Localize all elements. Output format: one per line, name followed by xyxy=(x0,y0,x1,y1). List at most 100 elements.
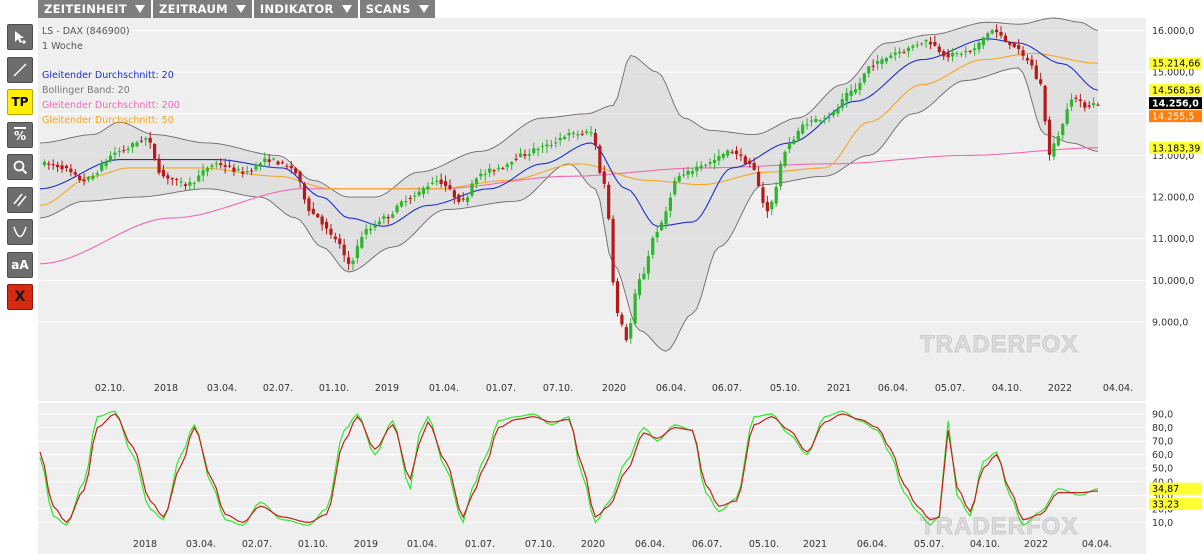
legend-instrument: LS - DAX (846900) xyxy=(42,26,130,37)
value-tag-bg xyxy=(1149,110,1202,123)
stochastic-lines xyxy=(39,410,1099,527)
candle-body xyxy=(505,164,509,167)
oscillator-y-axis: 10,020,030,040,050,060,070,080,090,0 xyxy=(1152,410,1173,529)
candle-body xyxy=(1012,42,1016,48)
candle-body xyxy=(629,323,633,339)
candle-body xyxy=(351,260,355,265)
candle-body xyxy=(682,174,686,176)
value-tag-bg xyxy=(1149,141,1202,154)
x-tick-label: 05.10. xyxy=(749,539,779,550)
candle-body xyxy=(562,136,567,139)
candle-body xyxy=(474,178,479,184)
candle-body xyxy=(276,161,280,165)
top-menu-bar: ZEITEINHEIT ZEITRAUM INDIKATOR SCANS xyxy=(38,0,1204,18)
zoom-tool-button[interactable] xyxy=(7,154,33,180)
candle-body xyxy=(875,61,880,64)
candle-body xyxy=(492,170,496,172)
candle-body xyxy=(805,124,809,126)
candle-body xyxy=(338,238,342,245)
x-tick-label: 01.10. xyxy=(298,539,328,550)
candle-body xyxy=(452,190,456,198)
candle-body xyxy=(148,137,152,143)
value-tag-bg xyxy=(1149,97,1202,110)
watermark-text-osc: TRADERFOX xyxy=(920,513,1078,540)
candle-body xyxy=(712,159,717,164)
candle-body xyxy=(809,120,814,122)
legend: LS - DAX (846900) 1 Woche Gleitender Dur… xyxy=(42,26,180,126)
candle-body xyxy=(734,150,739,155)
delete-tool-button[interactable]: X xyxy=(7,284,33,310)
candle-body xyxy=(545,144,549,147)
candle-body xyxy=(69,168,73,173)
x-tick-label: 05.07. xyxy=(935,383,965,394)
candle-body xyxy=(488,168,492,173)
x-tick-label: 2021 xyxy=(803,539,827,550)
value-tag: 13.183,39 xyxy=(1152,143,1200,154)
candle-body xyxy=(245,171,249,173)
candle-body xyxy=(461,198,465,200)
value-tag: 15.214,66 xyxy=(1152,59,1200,70)
x-tick-label: 06.04. xyxy=(878,383,908,394)
curve-tool-button[interactable] xyxy=(7,219,33,245)
cursor-tool-button[interactable] xyxy=(7,24,33,50)
candle-body xyxy=(1021,50,1025,56)
candle-body xyxy=(955,53,959,55)
percent-tool-button[interactable]: % xyxy=(7,121,33,148)
text-tool-button[interactable]: aA xyxy=(7,251,33,278)
chevron-down-icon xyxy=(418,5,429,13)
candle-body xyxy=(972,48,977,51)
candle-body xyxy=(355,245,359,258)
value-tag-bg xyxy=(1149,84,1202,97)
candle-body xyxy=(157,158,161,173)
candle-body xyxy=(47,163,51,165)
parallel-tool-button[interactable] xyxy=(7,186,33,213)
tp-tool-button[interactable]: TP xyxy=(7,89,33,115)
indikator-menu[interactable]: INDIKATOR xyxy=(253,0,358,18)
zeiteinheit-menu[interactable]: ZEITEINHEIT xyxy=(38,0,151,18)
candle-body xyxy=(161,169,166,177)
scans-label: SCANS xyxy=(365,2,411,16)
candle-body xyxy=(399,201,404,207)
candle-body xyxy=(893,52,897,55)
candle-body xyxy=(717,155,721,161)
candle-body xyxy=(906,47,911,52)
candle-body xyxy=(466,197,470,203)
y-tick-label: 10.000,0 xyxy=(1152,276,1194,287)
candle-body xyxy=(981,37,985,46)
candle-body xyxy=(1030,59,1034,66)
candle-body xyxy=(527,154,531,156)
candle-body xyxy=(598,145,602,173)
y-tick-label: 13.000,0 xyxy=(1152,151,1194,162)
candle-body xyxy=(42,161,47,166)
zeitraum-menu[interactable]: ZEITRAUM xyxy=(152,0,252,18)
candle-body xyxy=(232,167,236,172)
x-tick-label: 01.07. xyxy=(486,383,516,394)
watermark-oscillator: TRADERFOX xyxy=(920,513,1078,541)
candle-body xyxy=(360,236,364,248)
candle-body xyxy=(188,182,192,186)
candle-body xyxy=(223,165,227,167)
bollinger-lower-line xyxy=(39,67,1099,352)
candle-body xyxy=(959,53,963,55)
candle-body xyxy=(1047,119,1052,155)
x-tick-label: 07.10. xyxy=(543,383,573,394)
candle-body xyxy=(113,152,117,155)
candle-body xyxy=(236,169,240,171)
scans-menu[interactable]: SCANS xyxy=(359,0,435,18)
x-tick-label: 06.07. xyxy=(712,383,742,394)
candle-body xyxy=(593,132,598,146)
drawing-toolbar: TP % aA X xyxy=(7,24,33,317)
candle-body xyxy=(549,144,553,146)
candle-body xyxy=(443,181,448,187)
x-tick-label: 06.04. xyxy=(656,383,686,394)
candle-body xyxy=(78,175,82,181)
candle-body xyxy=(1017,45,1021,49)
candle-body xyxy=(637,279,642,296)
candle-body xyxy=(153,143,157,159)
zoom-icon xyxy=(13,160,28,175)
candle-body xyxy=(197,175,201,182)
line-tool-button[interactable] xyxy=(7,56,33,83)
x-tick-label: 02.10. xyxy=(95,383,125,394)
candle-body xyxy=(324,221,329,229)
candle-body xyxy=(518,153,523,157)
